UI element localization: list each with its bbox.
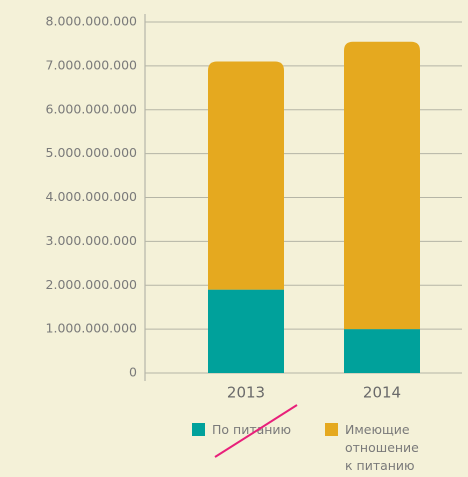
y-tick-label: 4.000.000.000	[46, 189, 137, 204]
y-tick-label: 6.000.000.000	[46, 101, 137, 116]
legend-item: Имеющие отношение к питанию	[325, 421, 419, 475]
x-tick-label: 2014	[363, 384, 401, 402]
y-tick-label: 8.000.000.000	[46, 14, 137, 29]
y-tick-label: 1.000.000.000	[46, 321, 137, 336]
y-tick-label: 7.000.000.000	[46, 57, 137, 72]
y-tick-label: 0	[129, 365, 137, 380]
legend-swatch	[192, 423, 205, 436]
bar-segment	[208, 289, 284, 373]
x-tick-label: 2013	[227, 384, 265, 402]
y-tick-label: 3.000.000.000	[46, 233, 137, 248]
legend-label: Имеющие отношение к питанию	[345, 422, 419, 473]
bar-segment	[344, 329, 420, 373]
y-tick-label: 2.000.000.000	[46, 277, 137, 292]
legend-item: По питанию	[192, 421, 292, 439]
bar-segment	[344, 41, 420, 330]
legend-swatch	[325, 423, 338, 436]
y-tick-label: 5.000.000.000	[46, 145, 137, 160]
bar-segment	[208, 61, 284, 290]
legend-label: По питанию	[212, 422, 292, 437]
